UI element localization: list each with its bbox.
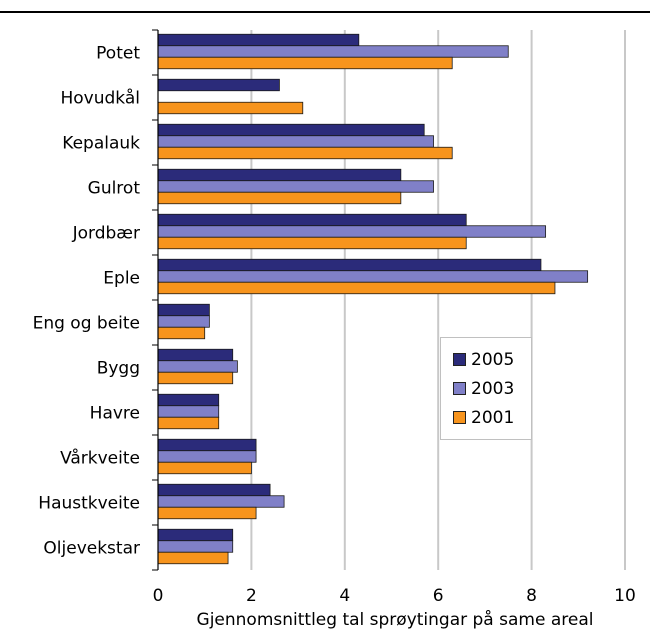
legend-item-2003: 2003 bbox=[441, 374, 531, 403]
bar-2001-haustkveite bbox=[157, 506, 257, 520]
bar-2003-bygg bbox=[157, 360, 238, 373]
y-tick-label: Haustkveite bbox=[38, 494, 140, 514]
legend-label: 2005 bbox=[471, 349, 515, 370]
bar-2003-oljevekstar bbox=[157, 540, 234, 553]
y-tick-label: Oljevekstar bbox=[43, 539, 140, 559]
bar-2003-potet bbox=[157, 45, 509, 58]
bar-2005-oljevekstar bbox=[157, 528, 234, 542]
legend-label: 2001 bbox=[471, 407, 515, 428]
bar-2001-jordbær bbox=[157, 236, 467, 250]
bar-2005-kepalauk bbox=[157, 123, 425, 137]
y-tick-label: Gulrot bbox=[88, 179, 141, 199]
bar-2005-havre bbox=[157, 393, 220, 407]
y-tick-label: Eng og beite bbox=[33, 314, 140, 334]
bar-2001-eng-og-beite bbox=[157, 326, 206, 340]
bar-2003-eng-og-beite bbox=[157, 315, 210, 328]
bar-2005-bygg bbox=[157, 348, 234, 362]
bar-2003-vårkveite bbox=[157, 450, 257, 463]
top-rule bbox=[0, 11, 650, 13]
bar-2003-eple bbox=[157, 270, 589, 283]
legend-swatch bbox=[453, 411, 466, 424]
bar-2001-kepalauk bbox=[157, 146, 453, 160]
y-tick-label: Vårkveite bbox=[60, 448, 140, 469]
bar-2003-kepalauk bbox=[157, 135, 434, 148]
bar-2001-havre bbox=[157, 416, 220, 430]
x-tick-label: 10 bbox=[614, 586, 636, 606]
bar-2001-eple bbox=[157, 281, 556, 295]
bar-2005-potet bbox=[157, 33, 360, 47]
bar-2003-gulrot bbox=[157, 180, 434, 193]
y-tick-label: Havre bbox=[90, 404, 140, 424]
legend-item-2005: 2005 bbox=[441, 345, 531, 374]
y-tick-label: Eple bbox=[103, 269, 140, 289]
legend-swatch bbox=[453, 353, 466, 366]
bar-2001-bygg bbox=[157, 371, 234, 385]
y-tick-label: Kepalauk bbox=[62, 134, 140, 154]
x-tick-label: 2 bbox=[246, 586, 257, 606]
x-tick-label: 8 bbox=[526, 586, 537, 606]
y-tick-label: Bygg bbox=[97, 359, 140, 379]
bar-2003-jordbær bbox=[157, 225, 547, 238]
bar-2005-haustkveite bbox=[157, 483, 271, 497]
bar-2005-eple bbox=[157, 258, 542, 272]
bar-2001-potet bbox=[157, 56, 453, 70]
bar-2005-hovudkål bbox=[157, 78, 280, 92]
bar-2001-oljevekstar bbox=[157, 551, 229, 565]
bar-2005-vårkveite bbox=[157, 438, 257, 452]
bar-2003-havre bbox=[157, 405, 220, 418]
y-tick-label: Jordbær bbox=[72, 224, 140, 244]
legend-swatch bbox=[453, 382, 466, 395]
x-tick-label: 0 bbox=[153, 586, 164, 606]
x-axis-label: Gjennomsnittleg tal sprøytingar på same … bbox=[196, 610, 594, 630]
x-tick-label: 4 bbox=[339, 586, 350, 606]
bar-2003-haustkveite bbox=[157, 495, 285, 508]
legend: 2005 2003 2001 bbox=[440, 337, 532, 440]
y-tick-label: Potet bbox=[96, 44, 140, 64]
bar-2001-vårkveite bbox=[157, 461, 252, 475]
x-tick-label: 6 bbox=[433, 586, 444, 606]
bar-2005-eng-og-beite bbox=[157, 303, 210, 317]
bar-2001-gulrot bbox=[157, 191, 402, 205]
y-tick-label: Hovudkål bbox=[61, 88, 141, 109]
bar-2005-jordbær bbox=[157, 213, 467, 227]
bar-2001-hovudkål bbox=[157, 101, 304, 115]
legend-item-2001: 2001 bbox=[441, 403, 531, 432]
bar-2005-gulrot bbox=[157, 168, 402, 182]
legend-label: 2003 bbox=[471, 378, 515, 399]
